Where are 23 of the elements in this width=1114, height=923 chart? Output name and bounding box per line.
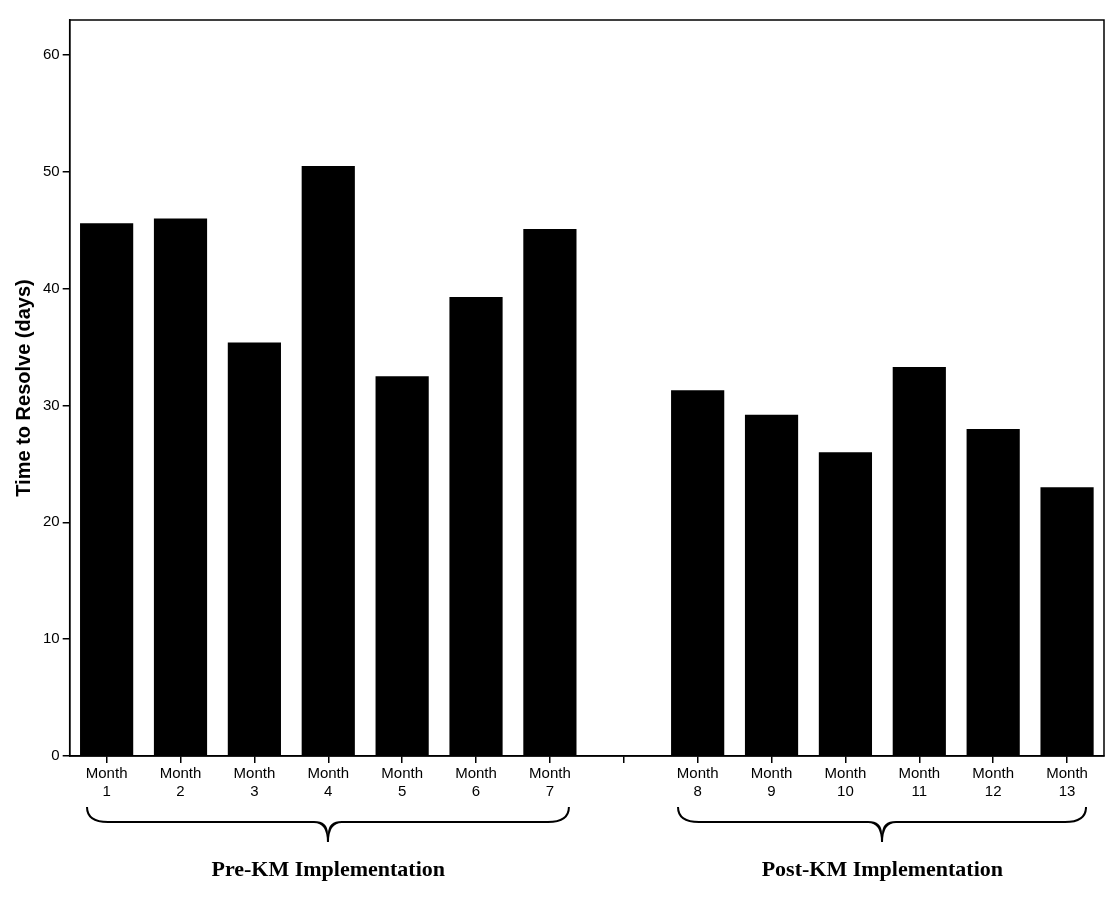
y-tick-label: 30 <box>43 395 60 413</box>
y-tick-label: 0 <box>51 746 60 764</box>
text: Post-KM Implementation <box>760 856 1005 882</box>
y-tick-label: 20 <box>43 512 60 530</box>
x-tick-label: Month 12 <box>972 764 1015 800</box>
x-tick-label: Month 10 <box>824 764 867 800</box>
x-tick-label: Month 13 <box>1046 764 1088 800</box>
x-tick-label: Month 7 <box>529 764 571 800</box>
x-tick-label: Month 4 <box>307 764 350 800</box>
y-tick-label: 10 <box>43 629 60 647</box>
x-tick-label: Month 9 <box>750 764 793 800</box>
y-axis-title: Time to Resolve (days) <box>11 279 34 497</box>
x-tick-label: Month 1 <box>85 764 128 800</box>
x-tick-label: Month 11 <box>898 764 941 800</box>
x-tick-label: Month 2 <box>159 764 202 800</box>
y-tick-label: 50 <box>43 162 60 180</box>
x-tick-label: Month 3 <box>233 764 276 800</box>
x-tick-label: Month 6 <box>455 764 497 800</box>
x-tick-label: Month 5 <box>381 764 423 800</box>
y-tick-label: 60 <box>43 45 60 63</box>
x-tick-label: Month 8 <box>676 764 719 800</box>
y-tick-label: 40 <box>43 278 60 296</box>
text: Pre-KM Implementation <box>210 856 447 882</box>
